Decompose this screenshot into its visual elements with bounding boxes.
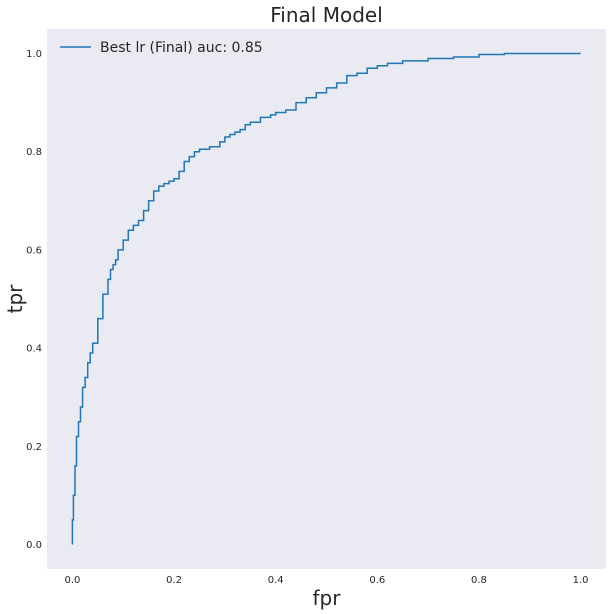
x-axis-ticks: 0.0 0.2 0.4 0.6 0.8 1.0 <box>64 575 588 586</box>
y-axis-ticks: 0.0 0.2 0.4 0.6 0.8 1.0 <box>26 49 42 551</box>
legend-entry: Best lr (Final) auc: 0.85 <box>100 40 263 56</box>
x-tick-label: 0.0 <box>64 575 80 586</box>
x-tick-label: 0.6 <box>369 575 385 586</box>
chart-title: Final Model <box>270 3 383 27</box>
y-tick-label: 0.6 <box>26 245 42 256</box>
x-tick-label: 0.2 <box>166 575 182 586</box>
y-tick-label: 1.0 <box>26 49 42 60</box>
y-tick-label: 0.0 <box>26 540 42 551</box>
x-axis-label: fpr <box>313 586 342 610</box>
y-axis-label: tpr <box>3 284 27 314</box>
legend: Best lr (Final) auc: 0.85 <box>54 35 263 59</box>
y-tick-label: 0.2 <box>26 442 42 453</box>
y-tick-label: 0.4 <box>26 344 42 355</box>
x-tick-label: 0.4 <box>268 575 284 586</box>
roc-curve-line <box>71 52 581 545</box>
plot-area <box>47 29 606 569</box>
y-tick-label: 0.8 <box>26 147 42 158</box>
x-tick-label: 1.0 <box>573 575 589 586</box>
x-tick-label: 0.8 <box>471 575 487 586</box>
